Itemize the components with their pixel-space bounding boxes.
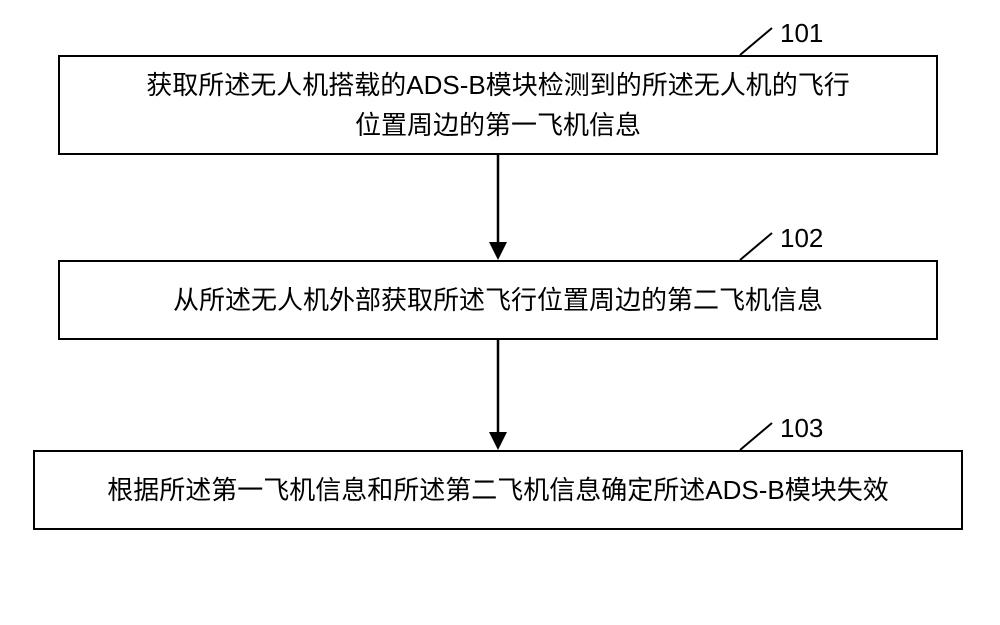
step-label-103: 103 <box>780 413 823 444</box>
flowchart-canvas: 获取所述无人机搭载的ADS-B模块检测到的所述无人机的飞行 位置周边的第一飞机信… <box>0 0 1000 625</box>
leader-line-103 <box>0 0 1000 625</box>
